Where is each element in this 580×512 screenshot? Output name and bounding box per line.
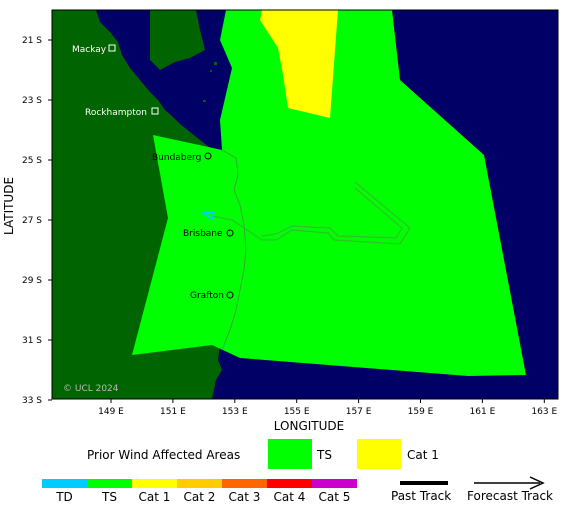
map-frame [51,9,559,400]
storm-track-outline [211,181,411,245]
scale-swatch [222,479,267,488]
cyclone-symbol-icon [200,211,216,221]
city-label: Brisbane [183,229,223,239]
scale-label: Cat 4 [274,490,306,504]
city-brisbane: Brisbane [183,229,234,239]
y-tick-label: 31 S [22,336,42,346]
scale-swatch [132,479,177,488]
scale-label: Cat 5 [319,490,351,504]
x-axis-label: LONGITUDE [274,419,344,433]
scale-label: Cat 2 [184,490,216,504]
scale-swatch [312,479,357,488]
y-axis-label: LATITUDE [2,177,16,235]
copyright-text: © UCL 2024 [63,384,119,394]
scale-swatch [87,479,132,488]
x-tick-label: 149 E [98,407,124,417]
city-marker-icon [226,291,234,299]
y-tick-label: 25 S [22,156,42,166]
x-tick-label: 161 E [470,407,496,417]
scale-label: TS [101,490,117,504]
scale-label: Cat 1 [139,490,171,504]
city-label: Bundaberg [152,153,201,163]
ts-wind-area [132,10,526,376]
y-tick-label: 29 S [22,276,42,286]
forecast-track-label: Forecast Track [467,489,553,503]
x-axis: 149 E 151 E 153 E 155 E 157 E 159 E 161 E 163 E… [98,399,557,433]
scale-label: TD [55,490,73,504]
city-marker-icon [204,152,212,160]
city-label: Rockhampton [85,108,147,118]
y-axis: 21 S 23 S 25 S 27 S 29 S 31 S 33 S LATITUDE [2,36,52,406]
city-marker-icon [226,229,234,237]
city-bundaberg: Bundaberg [152,152,212,163]
city-grafton: Grafton [190,291,234,301]
x-tick-label: 151 E [160,407,186,417]
y-tick-label: 23 S [22,96,42,106]
x-tick-label: 163 E [531,407,557,417]
coastline [221,149,247,351]
scale-label: Cat 3 [229,490,261,504]
city-marker-icon [151,107,159,115]
y-tick-label: 27 S [22,216,42,226]
legend-ts-label: TS [316,448,332,462]
x-tick-label: 157 E [346,407,372,417]
scale-swatch [177,479,222,488]
y-tick-label: 21 S [22,36,42,46]
x-tick-label: 153 E [222,407,248,417]
legend-title: Prior Wind Affected Areas [87,448,240,462]
city-label: Mackay [72,45,107,55]
cat1-wind-area [260,10,338,118]
x-tick-label: 155 E [284,407,310,417]
x-tick-label: 159 E [408,407,434,417]
wind-area-legend: Prior Wind Affected Areas TS Cat 1 [87,439,439,469]
legend-ts-swatch [268,439,312,469]
scale-swatch [42,479,87,488]
city-markers: Mackay Rockhampton Bundaberg Brisbane Gr… [72,44,234,301]
map-plot: Mackay Rockhampton Bundaberg Brisbane Gr… [51,9,559,400]
scale-swatch [267,479,312,488]
legend-cat1-swatch [357,439,401,469]
forecast-arrow-icon [529,476,545,490]
intensity-scale: TD TS Cat 1 Cat 2 Cat 3 Cat 4 Cat 5 Past Track… [42,476,553,504]
city-marker-icon [108,44,116,52]
city-mackay: Mackay [72,44,116,55]
islands [203,62,217,102]
legend-cat1-label: Cat 1 [407,448,439,462]
city-rockhampton: Rockhampton [85,107,159,118]
past-track-label: Past Track [391,489,451,503]
y-tick-label: 33 S [22,396,42,406]
land-highlands [150,10,205,70]
city-label: Grafton [190,291,224,301]
